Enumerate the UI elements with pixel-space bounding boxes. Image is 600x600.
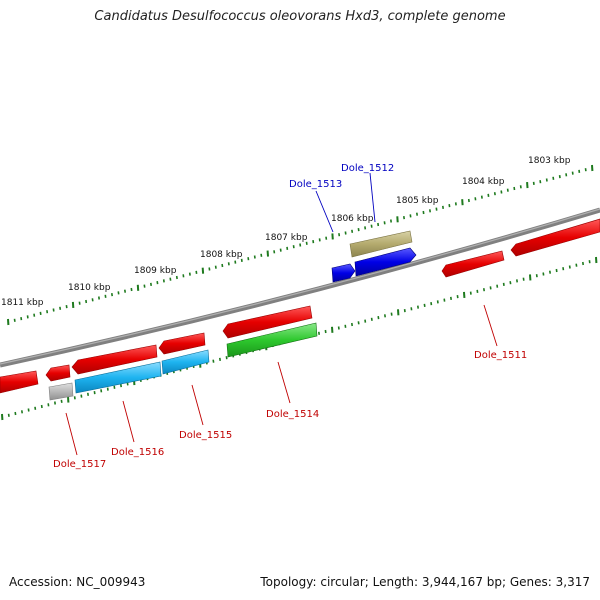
scale-label-1805: 1805 kbp xyxy=(396,196,439,206)
genome-backbone xyxy=(0,207,600,368)
gene-label-dole-1517[interactable]: Dole_1517 xyxy=(53,459,106,470)
gene-label-dole-1516[interactable]: Dole_1516 xyxy=(111,447,164,458)
leader-line-dole-1515 xyxy=(191,384,204,426)
gene-dole-1516-cyan[interactable] xyxy=(74,361,162,394)
accession-text: Accession: NC_009943 xyxy=(9,575,146,589)
scale-label-1804: 1804 kbp xyxy=(462,177,505,187)
genome-backbone-highlight xyxy=(0,208,600,365)
scale-label-1809: 1809 kbp xyxy=(134,266,177,276)
outer-scale-ticks xyxy=(7,164,594,326)
leader-line-dole-1516 xyxy=(122,400,135,443)
scale-label-1811: 1811 kbp xyxy=(1,298,44,308)
scale-label-1807: 1807 kbp xyxy=(265,233,308,243)
gene-dole-1516-arrow[interactable] xyxy=(71,344,158,375)
gene-dole-1512-arrow[interactable] xyxy=(349,230,413,258)
genome-summary-text: Topology: circular; Length: 3,944,167 bp… xyxy=(260,575,590,589)
gene-dole-1511-arrow[interactable] xyxy=(441,250,505,278)
scale-label-1803: 1803 kbp xyxy=(528,156,571,166)
gene-right-edge-arrow[interactable] xyxy=(510,218,600,257)
gene-dole-1512-blue-arrow[interactable] xyxy=(354,247,417,277)
gene-label-dole-1511[interactable]: Dole_1511 xyxy=(474,350,527,361)
gene-label-dole-1512[interactable]: Dole_1512 xyxy=(341,163,394,174)
leader-line-dole-1514 xyxy=(277,361,291,404)
gene-label-dole-1513[interactable]: Dole_1513 xyxy=(289,179,342,190)
genome-title: Candidatus Desulfococcus oleovorans Hxd3… xyxy=(94,9,506,24)
gene-dole-1517-arrow[interactable] xyxy=(45,364,71,382)
gene-left-edge-arrow[interactable] xyxy=(0,370,39,394)
gene-dole-1515-cyan[interactable] xyxy=(161,349,210,375)
gene-dole-1515-arrow[interactable] xyxy=(158,332,206,355)
scale-label-1810: 1810 kbp xyxy=(68,283,111,293)
gene-dole-1514-green[interactable] xyxy=(226,322,318,358)
leader-line-dole-1517 xyxy=(65,412,78,456)
gene-dole-1514-arrow[interactable] xyxy=(222,305,313,339)
gene-label-dole-1514[interactable]: Dole_1514 xyxy=(266,409,319,420)
scale-label-1808: 1808 kbp xyxy=(200,250,243,260)
gene-dole-1517-gray[interactable] xyxy=(48,382,74,401)
scale-label-1806: 1806 kbp xyxy=(331,214,374,224)
gene-label-dole-1515[interactable]: Dole_1515 xyxy=(179,430,232,441)
leader-line-dole-1511 xyxy=(483,304,498,347)
gene-dole-1513-arrow[interactable] xyxy=(331,263,356,283)
leader-line-dole-1513 xyxy=(315,190,334,233)
leader-line-dole-1512 xyxy=(369,172,376,223)
